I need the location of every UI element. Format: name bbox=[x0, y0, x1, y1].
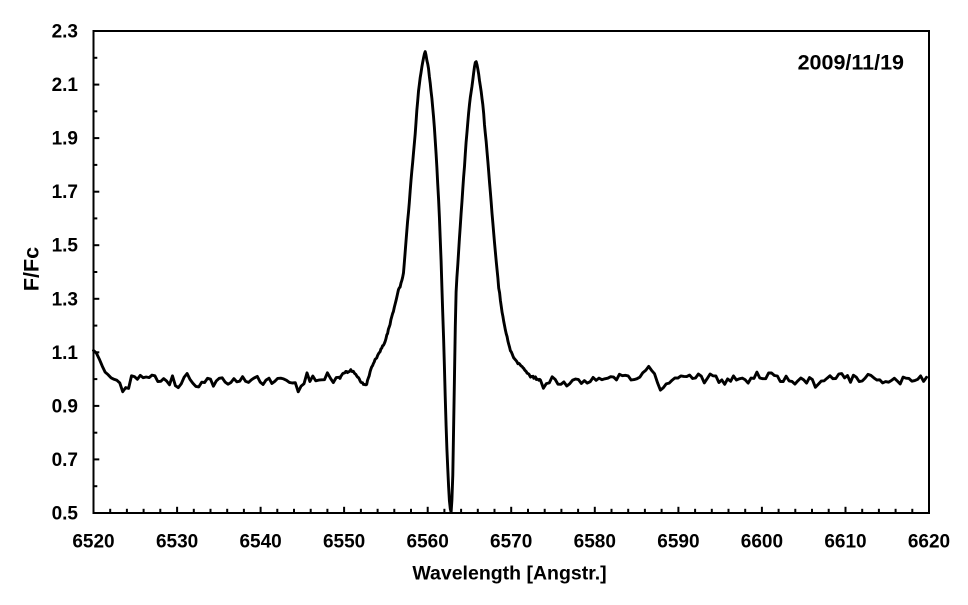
svg-text:6530: 6530 bbox=[156, 532, 198, 553]
svg-text:6540: 6540 bbox=[239, 532, 281, 553]
svg-text:1.3: 1.3 bbox=[52, 289, 78, 310]
svg-text:6610: 6610 bbox=[824, 532, 866, 553]
svg-text:0.7: 0.7 bbox=[52, 450, 78, 471]
svg-text:0.9: 0.9 bbox=[52, 396, 78, 417]
svg-text:6570: 6570 bbox=[490, 532, 532, 553]
svg-text:1.1: 1.1 bbox=[52, 343, 79, 364]
svg-text:6520: 6520 bbox=[72, 532, 114, 553]
svg-text:6600: 6600 bbox=[741, 532, 783, 553]
svg-text:6560: 6560 bbox=[407, 532, 449, 553]
svg-text:6620: 6620 bbox=[908, 532, 950, 553]
svg-text:Wavelength [Angstr.]: Wavelength [Angstr.] bbox=[412, 563, 606, 585]
svg-text:6550: 6550 bbox=[323, 532, 365, 553]
svg-text:6590: 6590 bbox=[657, 532, 699, 553]
svg-text:1.9: 1.9 bbox=[52, 129, 78, 150]
svg-text:6580: 6580 bbox=[574, 532, 616, 553]
svg-text:2.3: 2.3 bbox=[52, 22, 78, 43]
svg-text:1.7: 1.7 bbox=[52, 182, 78, 203]
svg-text:1.5: 1.5 bbox=[52, 236, 79, 257]
svg-text:2.1: 2.1 bbox=[52, 75, 79, 96]
svg-text:F/Fc: F/Fc bbox=[20, 247, 44, 291]
svg-text:0.5: 0.5 bbox=[52, 504, 79, 525]
svg-text:2009/11/19: 2009/11/19 bbox=[798, 51, 904, 75]
